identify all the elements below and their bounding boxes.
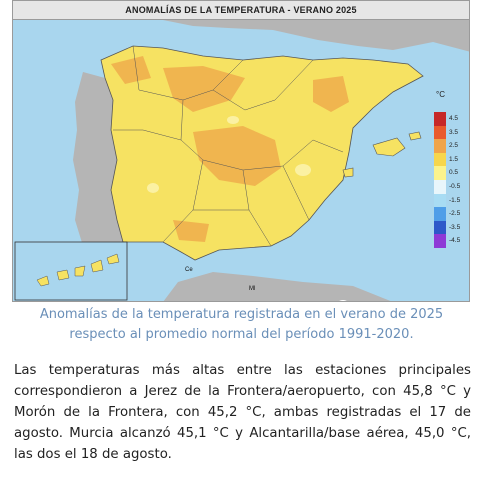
melilla-label: Ml [249, 286, 256, 292]
warm-patch-north [163, 66, 245, 112]
legend-swatch [434, 166, 446, 180]
figure-caption: Anomalías de la temperatura registrada e… [0, 305, 483, 345]
canary-islands [36, 253, 120, 287]
ibiza-island [342, 167, 354, 178]
menorca-island [408, 131, 422, 141]
cool-patch-west [147, 183, 159, 193]
warm-patch-center [193, 126, 281, 186]
legend-label: -0.5 [449, 182, 461, 190]
legend-label: 1.5 [449, 155, 459, 163]
legend-label: 3.5 [449, 128, 459, 136]
cool-patch-madrid [227, 116, 239, 124]
legend-label: -2.5 [449, 210, 461, 218]
map-body: Ce Ml °C 4.5 3.5 2.5 1.5 0.5 -0.5 -1.5 -2.5 -3.5… [12, 20, 470, 302]
caption-line-1: Anomalías de la temperatura registrada e… [39, 307, 444, 322]
legend-label: 0.5 [449, 169, 459, 177]
legend-label: -1.5 [449, 196, 461, 204]
legend-swatch [434, 179, 446, 194]
legend-label: 4.5 [449, 115, 459, 122]
legend-swatch [434, 125, 446, 140]
legend-swatch [434, 152, 446, 167]
map-header: ANOMALÍAS DE LA TEMPERATURA - VERANO 202… [12, 0, 470, 20]
mallorca-island [372, 137, 406, 157]
region-boundaries [113, 45, 344, 247]
aemet-logo-text: aemet [354, 298, 402, 301]
legend-swatch [434, 220, 446, 235]
warm-patch-galicia [111, 56, 151, 84]
legend-labels: 4.5 3.5 2.5 1.5 0.5 -0.5 -1.5 -2.5 -3.5 -4.5 [449, 112, 460, 248]
legend-swatch [434, 234, 446, 248]
body-paragraph: Las temperaturas más altas entre las est… [14, 363, 471, 462]
legend-swatch [434, 207, 446, 221]
north-africa-area [163, 272, 391, 301]
france-area [163, 20, 469, 52]
portugal-area [73, 72, 123, 248]
aemet-logo-icon [339, 300, 347, 301]
legend-swatch [434, 139, 446, 153]
legend-swatch [434, 112, 446, 126]
map-graphic [13, 20, 469, 301]
canary-inset [14, 241, 128, 301]
legend-swatch [434, 193, 446, 208]
warm-patch-south [173, 220, 209, 242]
caption-line-2: respecto al promedio normal del período … [69, 327, 414, 342]
cool-patch-levante [295, 164, 311, 176]
anomaly-map: ANOMALÍAS DE LA TEMPERATURA - VERANO 202… [12, 0, 470, 302]
ceuta-label: Ce [185, 267, 193, 273]
map-title: ANOMALÍAS DE LA TEMPERATURA - VERANO 202… [125, 5, 357, 15]
legend-label: -3.5 [449, 223, 461, 231]
warm-patch-ebro [313, 76, 349, 112]
aemet-logo: aemet [335, 298, 402, 301]
legend-unit: °C [436, 90, 445, 99]
legend-label: -4.5 [449, 237, 461, 245]
legend-color-bar [434, 112, 446, 248]
legend-label: 2.5 [449, 142, 459, 150]
